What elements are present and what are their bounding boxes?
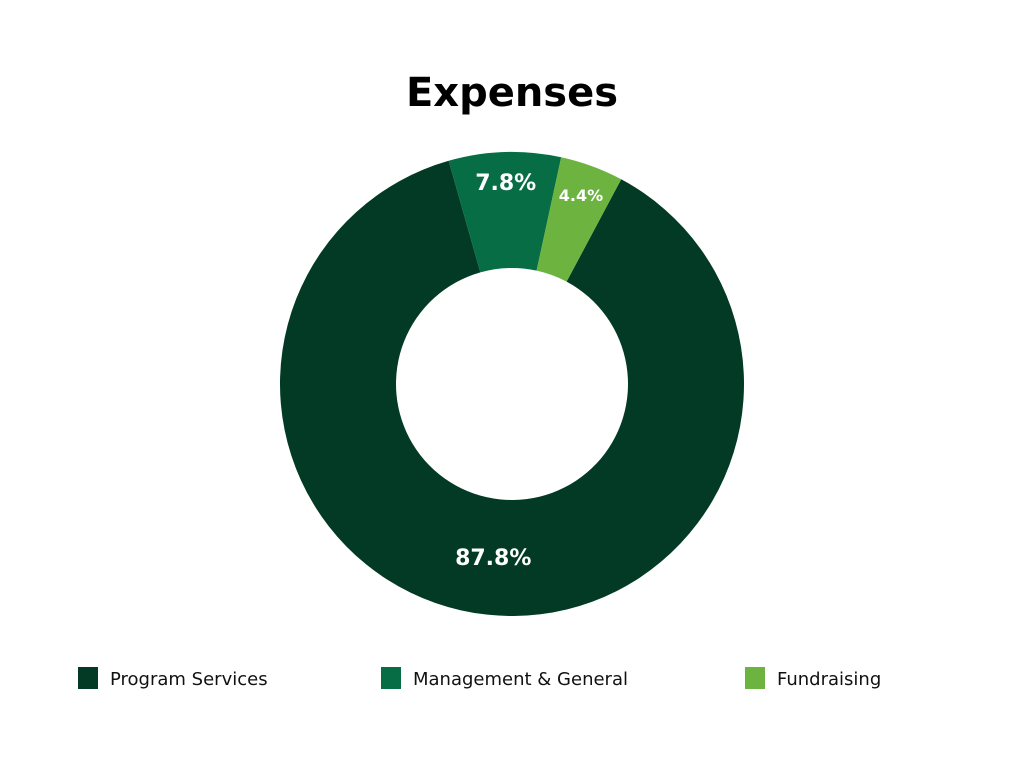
- chart-title: Expenses: [406, 70, 618, 116]
- legend-label: Management & General: [413, 669, 628, 690]
- slice-label: 4.4%: [559, 186, 603, 205]
- legend-label: Program Services: [110, 669, 268, 690]
- slice-label: 87.8%: [455, 546, 531, 571]
- donut-slice: [536, 157, 622, 282]
- legend-swatch: [745, 667, 765, 689]
- legend-label: Fundraising: [777, 669, 881, 690]
- legend-swatch: [381, 667, 401, 689]
- donut-slice: [280, 160, 744, 617]
- legend-swatch: [78, 667, 98, 689]
- donut-slice: [448, 151, 562, 273]
- slice-label: 7.8%: [475, 171, 536, 196]
